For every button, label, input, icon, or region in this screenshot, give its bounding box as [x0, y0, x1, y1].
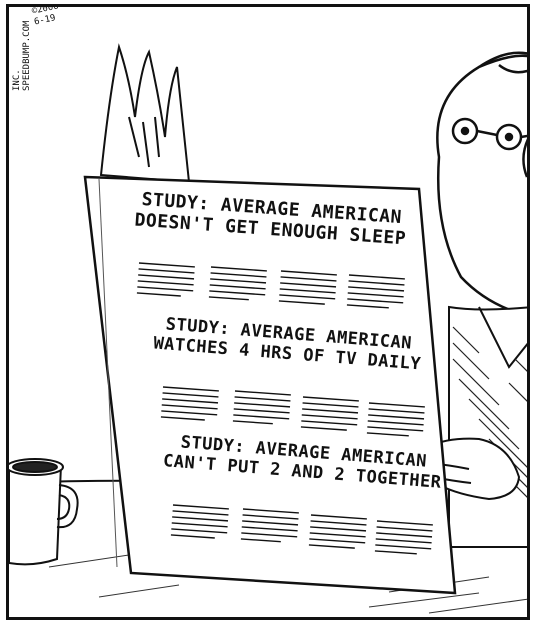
text-blocks-row-2: [160, 386, 425, 437]
comic-panel: ©2006 COVERLY 6-19 DIST. BY CREATORS SYN…: [6, 4, 530, 620]
coffee-mug: [9, 458, 79, 566]
man-body: [448, 305, 527, 548]
man-head: [436, 51, 527, 317]
newspaper-back-pages: [99, 43, 191, 184]
text-blocks-row-1: [136, 262, 405, 309]
text-blocks-row-3: [170, 504, 433, 555]
newspaper-fold: [98, 178, 118, 568]
syndicate-credit: DIST. BY CREATORS SYNDICATE, INC. SPEEDB…: [6, 4, 32, 91]
comic-illustration: [9, 43, 527, 614]
newspaper: [83, 175, 457, 595]
